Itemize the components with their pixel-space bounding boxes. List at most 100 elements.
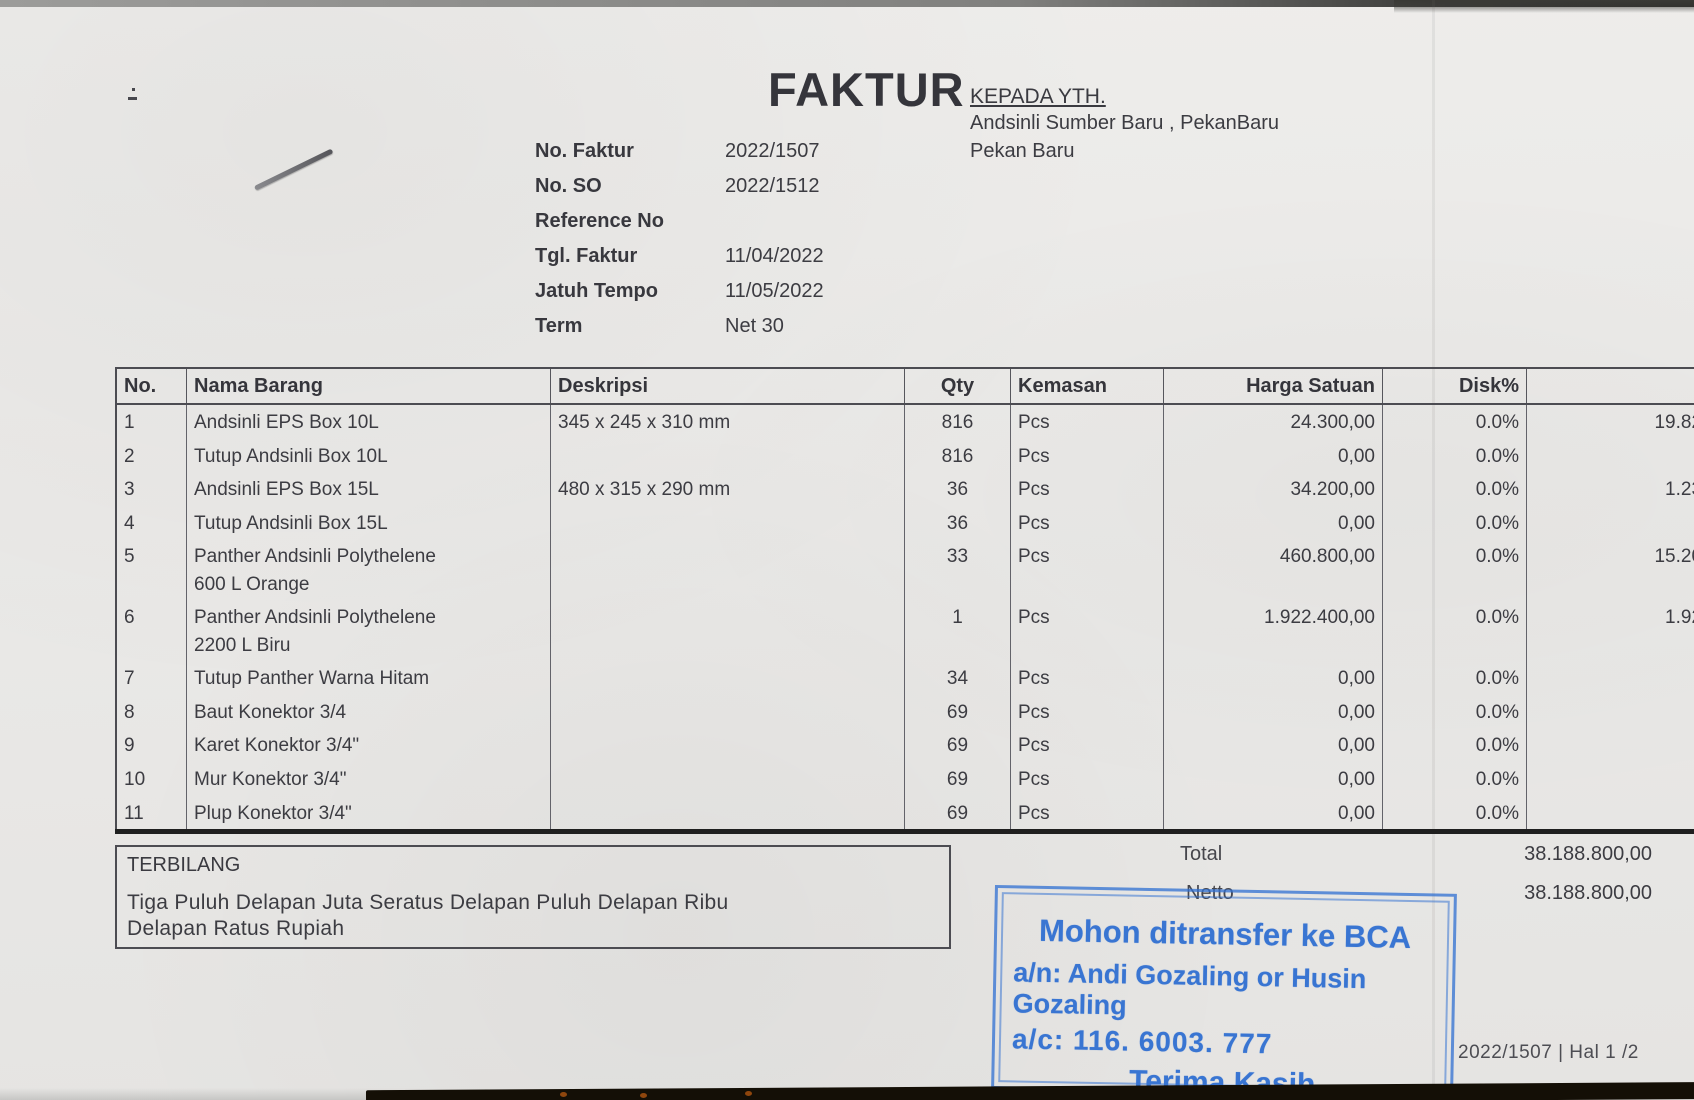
scan-top-right-shadow — [1394, 0, 1694, 13]
total-label: Total — [1180, 843, 1223, 865]
cell-disk: 0.0% — [1382, 762, 1527, 796]
cell-jumlah: 15.206.400,00 — [1526, 539, 1694, 601]
table-row: 6 Panther Andsinli Polythelene 2200 L Bi… — [115, 600, 1694, 662]
cell-deskripsi — [550, 762, 905, 796]
cell-deskripsi — [550, 728, 905, 763]
cell-harga: 0,00 — [1163, 505, 1383, 540]
cell-kemasan: Pcs — [1010, 661, 1164, 695]
scan-speck — [640, 1093, 647, 1098]
table-row: 3 Andsinli EPS Box 15L 480 x 315 x 290 m… — [115, 472, 1694, 506]
cell-nama: Andsinli EPS Box 10L — [186, 404, 551, 439]
items-table: No. Nama Barang Deskripsi Qty Kemasan Ha… — [115, 367, 1694, 835]
no-faktur-value: 2022/1507 — [725, 140, 820, 162]
table-row: 2 Tutup Andsinli Box 10L 816 Pcs 0,00 0.… — [115, 438, 1694, 473]
cell-jumlah: 0,00 — [1526, 762, 1694, 796]
cell-no: 11 — [115, 795, 187, 832]
cell-jumlah: 0,00 — [1526, 694, 1694, 729]
term-label: Term — [535, 315, 583, 337]
cell-nama: Andsinli EPS Box 15L — [186, 472, 551, 506]
cell-harga: 0,00 — [1163, 438, 1383, 473]
col-header-no: No. — [115, 368, 187, 405]
cell-nama: Tutup Andsinli Box 10L — [186, 438, 551, 473]
cell-no: 2 — [115, 438, 187, 473]
total-value: 38.188.800,00 — [1524, 843, 1652, 865]
table-header-row: No. Nama Barang Deskripsi Qty Kemasan Ha… — [115, 368, 1694, 405]
table-row: 4 Tutup Andsinli Box 15L 36 Pcs 0,00 0.0… — [115, 505, 1694, 540]
cell-disk: 0.0% — [1382, 694, 1527, 729]
cell-jumlah: 0,00 — [1526, 505, 1694, 540]
cell-qty: 34 — [904, 661, 1011, 695]
stamp-line-account-name: a/n: Andi Gozaling or Husin Gozaling — [1012, 957, 1367, 1021]
scan-bottom-left-edge — [0, 1088, 420, 1100]
cell-no: 9 — [115, 728, 187, 763]
staple — [253, 148, 334, 191]
cell-jumlah: 0,00 — [1526, 661, 1694, 695]
recipient-label: KEPADA YTH. — [970, 85, 1106, 108]
col-header-harga-satuan: Harga Satuan — [1163, 368, 1383, 405]
cell-harga: 24.300,00 — [1163, 404, 1383, 439]
col-header-nama-barang: Nama Barang — [186, 368, 551, 405]
col-header-deskripsi: Deskripsi — [550, 368, 905, 405]
pen-mark — [128, 97, 137, 100]
meta-row-term: Term Net 30 — [535, 315, 824, 350]
cell-kemasan: Pcs — [1010, 728, 1164, 763]
jatuh-tempo-label: Jatuh Tempo — [535, 280, 658, 302]
cell-harga: 0,00 — [1163, 762, 1383, 796]
cell-qty: 33 — [904, 539, 1011, 601]
cell-kemasan: Pcs — [1010, 438, 1164, 473]
cell-disk: 0.0% — [1382, 539, 1527, 601]
cell-harga: 34.200,00 — [1163, 472, 1383, 506]
cell-kemasan: Pcs — [1010, 505, 1164, 540]
cell-qty: 1 — [904, 600, 1011, 662]
cell-qty: 69 — [904, 762, 1011, 796]
cell-nama: Baut Konektor 3/4 — [186, 694, 551, 729]
table-row: 7 Tutup Panther Warna Hitam 34 Pcs 0,00 … — [115, 661, 1694, 695]
cell-disk: 0.0% — [1382, 404, 1527, 439]
table-row: 8 Baut Konektor 3/4 69 Pcs 0,00 0.0% 0,0… — [115, 694, 1694, 729]
col-header-disk: Disk% — [1382, 368, 1527, 405]
cell-qty: 69 — [904, 694, 1011, 729]
cell-kemasan: Pcs — [1010, 472, 1164, 506]
cell-nama: Plup Konektor 3/4" — [186, 795, 551, 832]
cell-disk: 0.0% — [1382, 472, 1527, 506]
recipient-name: Andsinli Sumber Baru , PekanBaru — [970, 112, 1280, 134]
invoice-meta: No. Faktur 2022/1507 No. SO 2022/1512 Re… — [535, 140, 824, 350]
cell-disk: 0.0% — [1382, 438, 1527, 473]
bank-transfer-stamp: Mohon ditransfer ke BCA a/n: Andi Gozali… — [991, 885, 1457, 1100]
cell-no: 10 — [115, 762, 187, 796]
cell-deskripsi: 345 x 245 x 310 mm — [550, 404, 905, 439]
cell-qty: 816 — [904, 438, 1011, 473]
page-info: 2022/1507 | Hal 1 /2 — [1458, 1042, 1639, 1063]
cell-nama: Karet Konektor 3/4" — [186, 728, 551, 763]
table-row: 5 Panther Andsinli Polythelene 600 L Ora… — [115, 539, 1694, 601]
cell-no: 8 — [115, 694, 187, 729]
cell-kemasan: Pcs — [1010, 404, 1164, 439]
cell-harga: 0,00 — [1163, 795, 1383, 832]
scan-speck — [745, 1091, 752, 1096]
tgl-faktur-value: 11/04/2022 — [725, 245, 824, 267]
cell-nama: Panther Andsinli Polythelene 600 L Orang… — [186, 539, 551, 601]
meta-row-jatuh-tempo: Jatuh Tempo 11/05/2022 — [535, 280, 824, 315]
cell-harga: 0,00 — [1163, 728, 1383, 763]
reference-label: Reference No — [535, 210, 664, 232]
cell-deskripsi — [550, 539, 905, 601]
cell-no: 4 — [115, 505, 187, 540]
cell-nama: Tutup Andsinli Box 15L — [186, 505, 551, 540]
cell-jumlah: 0,00 — [1526, 728, 1694, 763]
col-header-jumlah: Jumlah — [1526, 368, 1694, 405]
cell-no: 3 — [115, 472, 187, 506]
table-row: 10 Mur Konektor 3/4" 69 Pcs 0,00 0.0% 0,… — [115, 762, 1694, 796]
cell-harga: 0,00 — [1163, 661, 1383, 695]
table-row: 9 Karet Konektor 3/4" 69 Pcs 0,00 0.0% 0… — [115, 728, 1694, 763]
cell-no: 5 — [115, 539, 187, 601]
cell-jumlah: 19.828.800,00 — [1526, 404, 1694, 439]
cell-jumlah: 1.231.200,00 — [1526, 472, 1694, 506]
meta-row-no-faktur: No. Faktur 2022/1507 — [535, 140, 824, 175]
table-row: 1 Andsinli EPS Box 10L 345 x 245 x 310 m… — [115, 404, 1694, 439]
cell-harga: 0,00 — [1163, 694, 1383, 729]
cell-disk: 0.0% — [1382, 728, 1527, 763]
cell-jumlah: 0,00 — [1526, 438, 1694, 473]
netto-value: 38.188.800,00 — [1524, 882, 1652, 904]
cell-kemasan: Pcs — [1010, 694, 1164, 729]
